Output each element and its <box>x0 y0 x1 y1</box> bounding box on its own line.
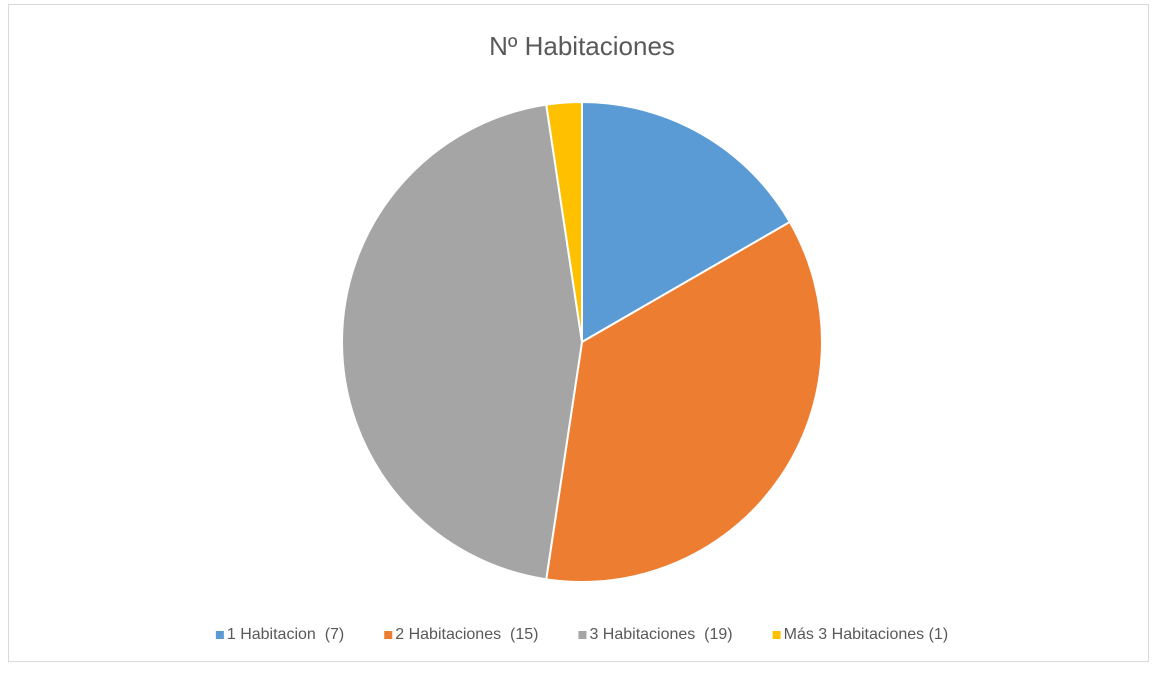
legend-label: 3 Habitaciones (19) <box>589 626 732 643</box>
legend-label: Más 3 Habitaciones (1) <box>784 626 949 643</box>
chart-title: Nº Habitaciones <box>489 31 675 61</box>
legend-label: 1 Habitacion (7) <box>227 626 344 643</box>
pie-slice <box>581 100 792 344</box>
legend-label: 2 Habitaciones (15) <box>395 626 538 643</box>
legend-swatch <box>215 631 224 639</box>
legend-swatch <box>578 631 587 639</box>
pie-slice <box>545 220 823 583</box>
legend-swatch <box>772 631 781 639</box>
pie-slice <box>341 103 584 581</box>
pie-slice <box>545 100 583 343</box>
legend-swatch <box>384 631 393 639</box>
